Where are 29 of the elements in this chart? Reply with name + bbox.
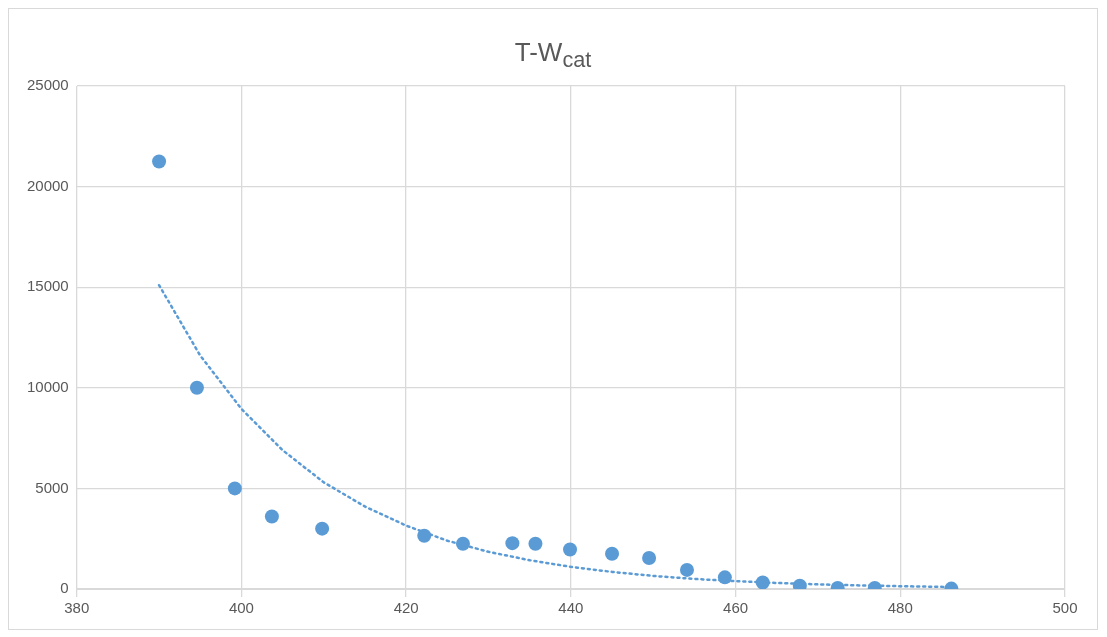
y-tick-label: 5000 [35, 478, 69, 496]
point [189, 380, 204, 395]
point [264, 509, 279, 524]
point [605, 546, 620, 561]
x-tick-label: 460 [723, 599, 749, 617]
x-tick-label: 380 [64, 599, 90, 617]
x-tick-label: 500 [1052, 599, 1078, 617]
chart-title: T-W$_{cat}$ [513, 36, 593, 73]
point [152, 154, 167, 169]
y-tick-label: 25000 [26, 76, 69, 94]
point [717, 570, 732, 585]
x-tick-label: 400 [228, 599, 254, 617]
y-tick-label: 15000 [26, 277, 69, 295]
point [227, 481, 242, 496]
x-tick-label: 440 [558, 599, 584, 617]
y-tick-label: 20000 [26, 176, 69, 194]
x-tick-label: 480 [887, 599, 913, 617]
point [505, 536, 520, 551]
point [315, 521, 330, 536]
y-tick-label: 0 [60, 579, 69, 597]
y-tick-label: 10000 [26, 377, 69, 395]
point [642, 551, 657, 566]
point [417, 528, 432, 543]
point [679, 562, 694, 577]
point [455, 536, 470, 551]
point [563, 542, 578, 557]
x-tick-label: 420 [393, 599, 419, 617]
point [755, 575, 770, 589]
point [528, 536, 543, 551]
